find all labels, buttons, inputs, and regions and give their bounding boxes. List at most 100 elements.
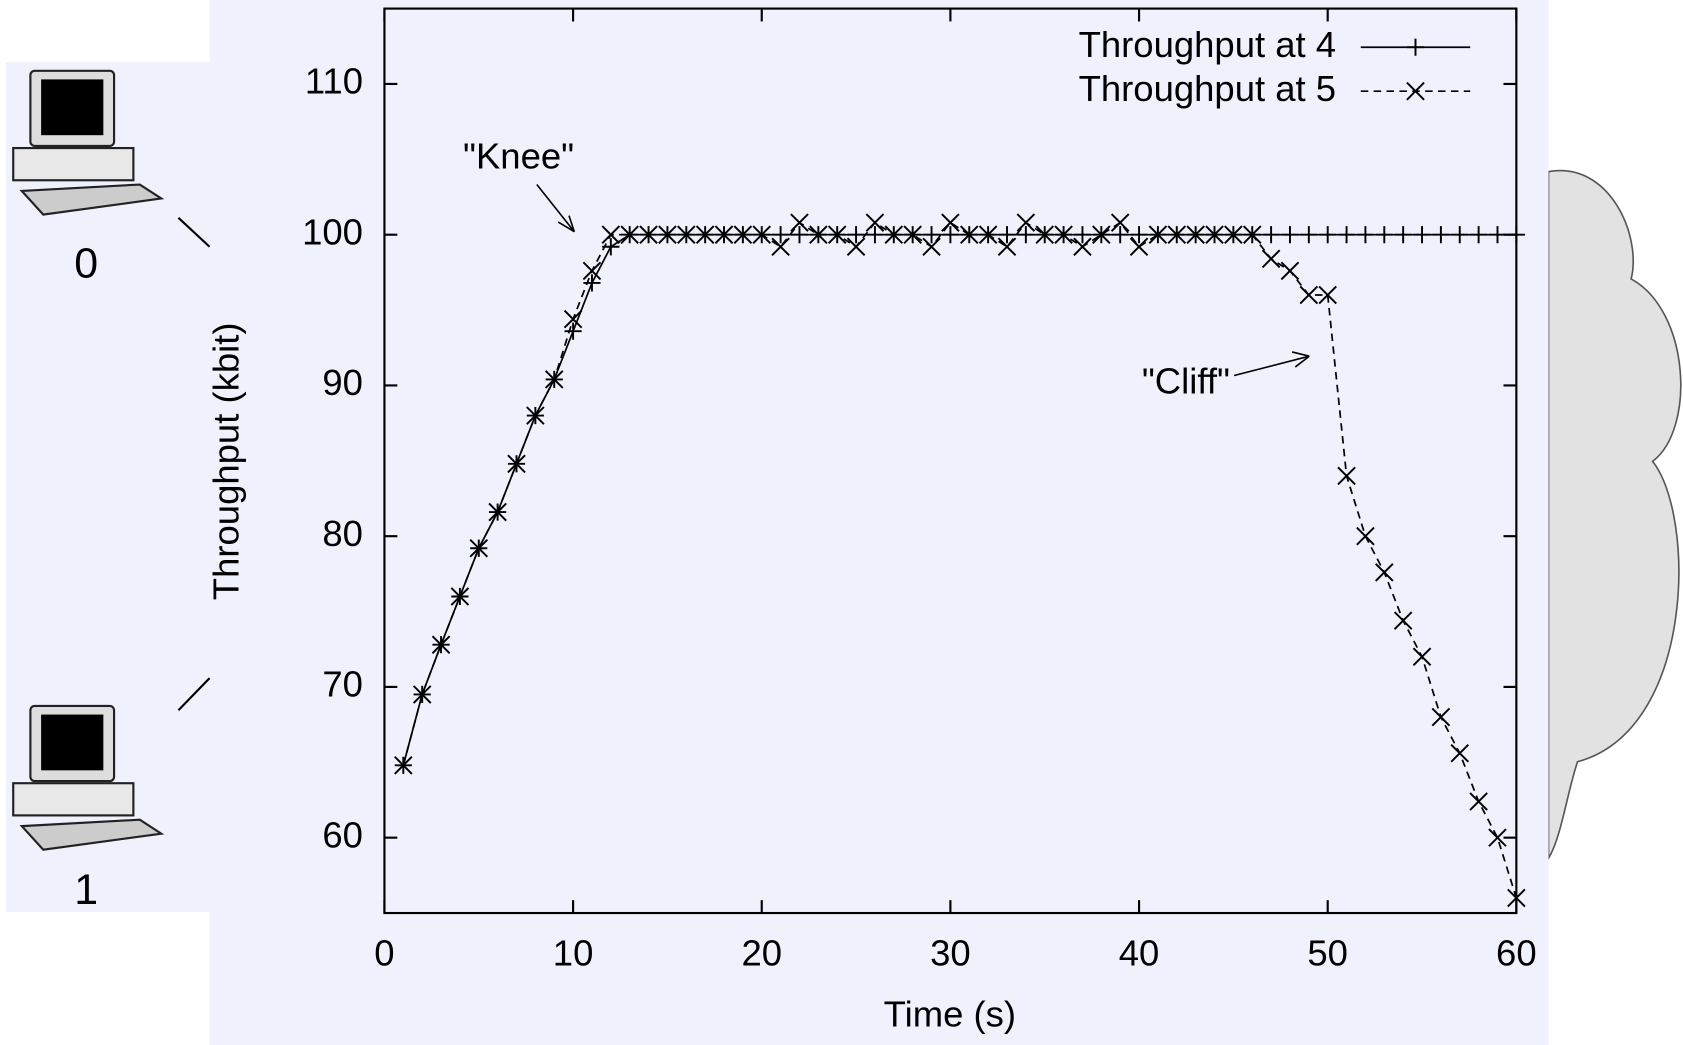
- marker: [1130, 226, 1148, 244]
- cloud: [1547, 169, 1682, 862]
- marker: [884, 225, 904, 244]
- y-tick-label: 100: [302, 211, 363, 252]
- y-tick-label: 80: [322, 513, 363, 554]
- x-tick-label: 40: [1119, 933, 1160, 974]
- marker: [922, 226, 941, 244]
- marker: [1488, 828, 1507, 847]
- marker: [1016, 213, 1036, 232]
- marker: [998, 226, 1016, 244]
- marker: [790, 226, 809, 244]
- marker: [1167, 225, 1187, 244]
- y-tick-label: 90: [322, 362, 363, 403]
- marker: [564, 322, 582, 340]
- marker: [1432, 226, 1450, 244]
- marker: [1054, 225, 1073, 244]
- marker: [827, 225, 847, 244]
- marker: [1186, 225, 1205, 244]
- marker: [903, 225, 922, 244]
- marker: [677, 225, 696, 244]
- marker: [1393, 611, 1413, 630]
- marker: [1406, 38, 1425, 56]
- marker: [583, 274, 601, 292]
- marker: [809, 225, 828, 244]
- annotation: "Knee": [463, 135, 574, 176]
- series-line: [402, 221, 1518, 899]
- marker: [1319, 226, 1337, 244]
- x-tick-label: 10: [553, 933, 594, 974]
- marker: [1110, 213, 1130, 232]
- annotation-arrow: [536, 184, 576, 233]
- marker: [941, 226, 959, 244]
- link: [177, 217, 211, 248]
- x-tick-label: 20: [741, 933, 782, 974]
- marker: [639, 225, 658, 244]
- marker: [544, 370, 564, 389]
- x-axis-label: Time (s): [884, 994, 1016, 1035]
- marker: [1375, 226, 1393, 244]
- marker: [1356, 226, 1375, 244]
- marker: [733, 225, 753, 244]
- marker: [658, 225, 677, 244]
- marker: [1261, 249, 1281, 269]
- marker: [469, 538, 489, 558]
- marker: [865, 213, 885, 232]
- marker: [959, 225, 979, 244]
- marker: [1507, 226, 1525, 244]
- marker: [846, 237, 866, 257]
- marker: [601, 225, 621, 244]
- marker: [450, 587, 470, 606]
- marker: [1280, 261, 1300, 281]
- marker: [1469, 792, 1488, 811]
- marker: [1394, 226, 1412, 244]
- marker: [1412, 647, 1432, 667]
- marker: [978, 225, 998, 244]
- marker: [1073, 226, 1092, 244]
- marker: [431, 635, 451, 654]
- computer-icon: [12, 69, 165, 216]
- marker: [1017, 226, 1035, 244]
- marker: [1281, 226, 1299, 244]
- node-label: 0: [74, 239, 98, 287]
- marker: [526, 406, 545, 425]
- marker: [488, 502, 507, 522]
- legend-label: Throughput at 5: [1079, 68, 1337, 109]
- marker: [507, 454, 526, 474]
- annotation: "Cliff": [1142, 361, 1230, 402]
- marker: [1224, 225, 1243, 244]
- marker: [714, 225, 734, 244]
- computer-icon: [12, 704, 165, 851]
- marker: [412, 685, 432, 704]
- y-tick-label: 70: [322, 664, 363, 705]
- marker: [695, 225, 715, 244]
- marker: [1242, 225, 1262, 244]
- x-tick-label: 0: [374, 933, 394, 974]
- marker: [1431, 707, 1451, 727]
- y-tick-label: 60: [322, 814, 363, 855]
- marker: [1413, 226, 1431, 244]
- marker: [1148, 225, 1168, 244]
- marker: [1406, 81, 1425, 101]
- marker: [1450, 743, 1470, 763]
- marker: [1129, 237, 1149, 257]
- marker: [563, 309, 583, 329]
- marker: [752, 225, 772, 244]
- marker: [997, 237, 1017, 257]
- link: [177, 677, 211, 712]
- y-tick-label: 110: [305, 61, 363, 102]
- marker: [1470, 226, 1488, 244]
- main-panel: [209, 0, 1549, 1045]
- marker: [1451, 226, 1469, 244]
- marker: [1299, 285, 1319, 305]
- marker: [922, 237, 941, 257]
- marker: [1073, 237, 1092, 257]
- marker: [620, 225, 639, 244]
- x-tick-label: 60: [1496, 933, 1537, 974]
- marker: [1507, 888, 1526, 908]
- marker: [1035, 225, 1054, 244]
- marker: [1111, 226, 1129, 244]
- marker: [1337, 226, 1356, 244]
- marker: [1262, 226, 1280, 244]
- marker: [1300, 226, 1318, 244]
